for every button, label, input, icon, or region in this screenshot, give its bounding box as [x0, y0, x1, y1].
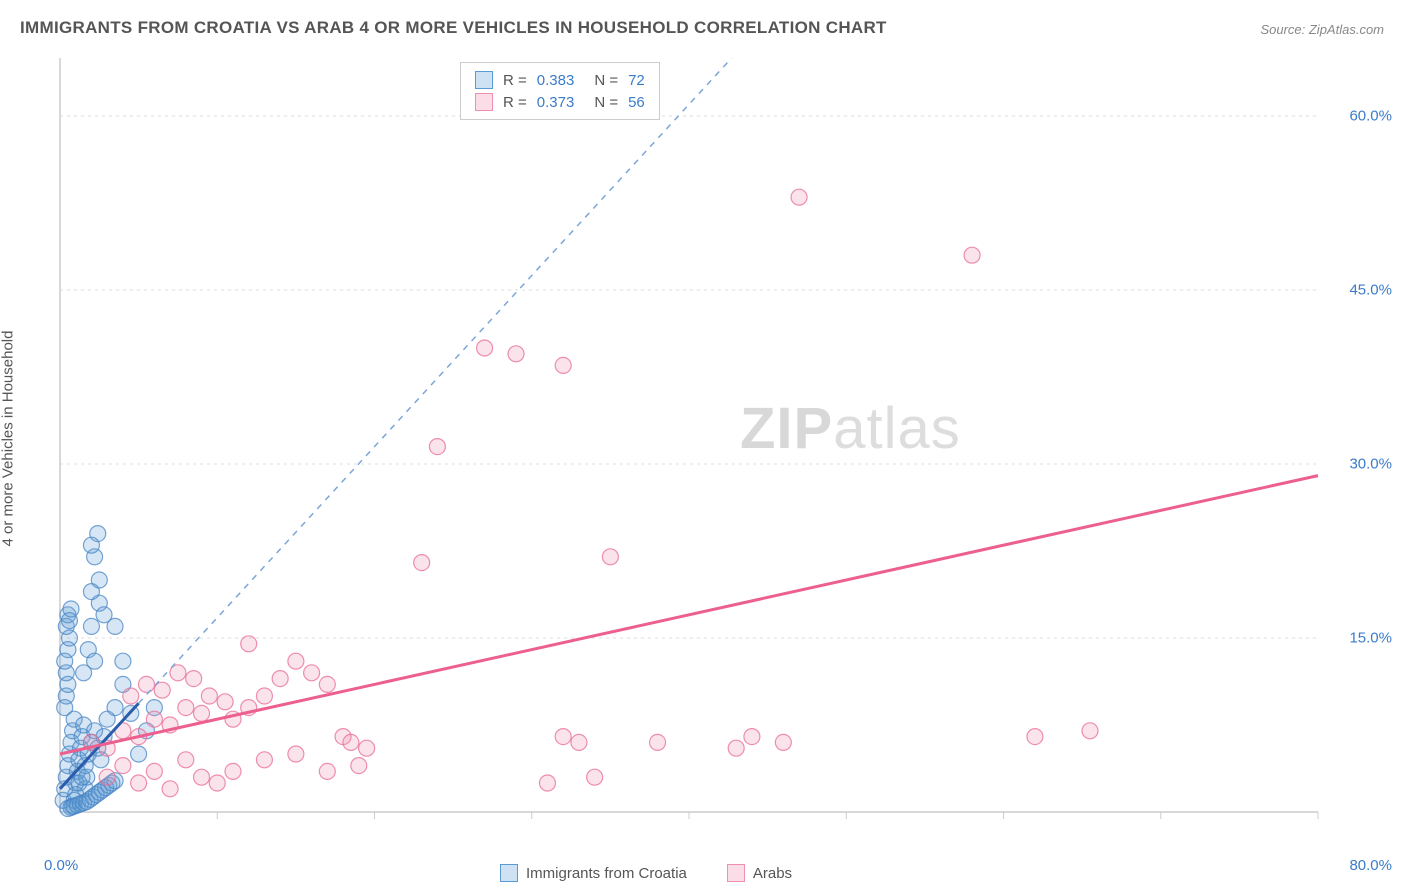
legend-series: Immigrants from Croatia Arabs — [500, 864, 792, 882]
legend-swatch-series-0 — [475, 71, 493, 89]
chart-title: IMMIGRANTS FROM CROATIA VS ARAB 4 OR MOR… — [20, 18, 887, 38]
source-label: Source: ZipAtlas.com — [1260, 22, 1384, 37]
legend-row-series-0: R = 0.383 N = 72 — [475, 69, 645, 91]
legend-r-value-0: 0.383 — [537, 72, 575, 89]
x-axis-max-label: 80.0% — [1349, 857, 1392, 874]
y-tick-label: 15.0% — [1349, 630, 1392, 647]
legend-n-value-0: 72 — [628, 72, 645, 89]
legend-n-label: N = — [594, 72, 618, 89]
legend-swatch-series-1 — [475, 93, 493, 111]
legend-item-1: Arabs — [727, 864, 792, 882]
legend-n-value-1: 56 — [628, 94, 645, 111]
x-axis-min-label: 0.0% — [44, 857, 78, 874]
legend-correlation: R = 0.383 N = 72 R = 0.373 N = 56 — [460, 62, 660, 120]
legend-item-0: Immigrants from Croatia — [500, 864, 687, 882]
legend-row-series-1: R = 0.373 N = 56 — [475, 91, 645, 113]
legend-swatch-0 — [500, 864, 518, 882]
legend-r-label: R = — [503, 72, 527, 89]
y-tick-label: 60.0% — [1349, 108, 1392, 125]
legend-n-label: N = — [594, 94, 618, 111]
legend-r-label: R = — [503, 94, 527, 111]
y-tick-label: 30.0% — [1349, 456, 1392, 473]
y-tick-label: 45.0% — [1349, 282, 1392, 299]
legend-r-value-1: 0.373 — [537, 94, 575, 111]
legend-label-0: Immigrants from Croatia — [526, 865, 687, 882]
y-axis-label: 4 or more Vehicles in Household — [0, 331, 17, 547]
legend-label-1: Arabs — [753, 865, 792, 882]
legend-swatch-1 — [727, 864, 745, 882]
chart-area — [48, 58, 1388, 848]
scatter-chart-svg — [48, 58, 1388, 848]
